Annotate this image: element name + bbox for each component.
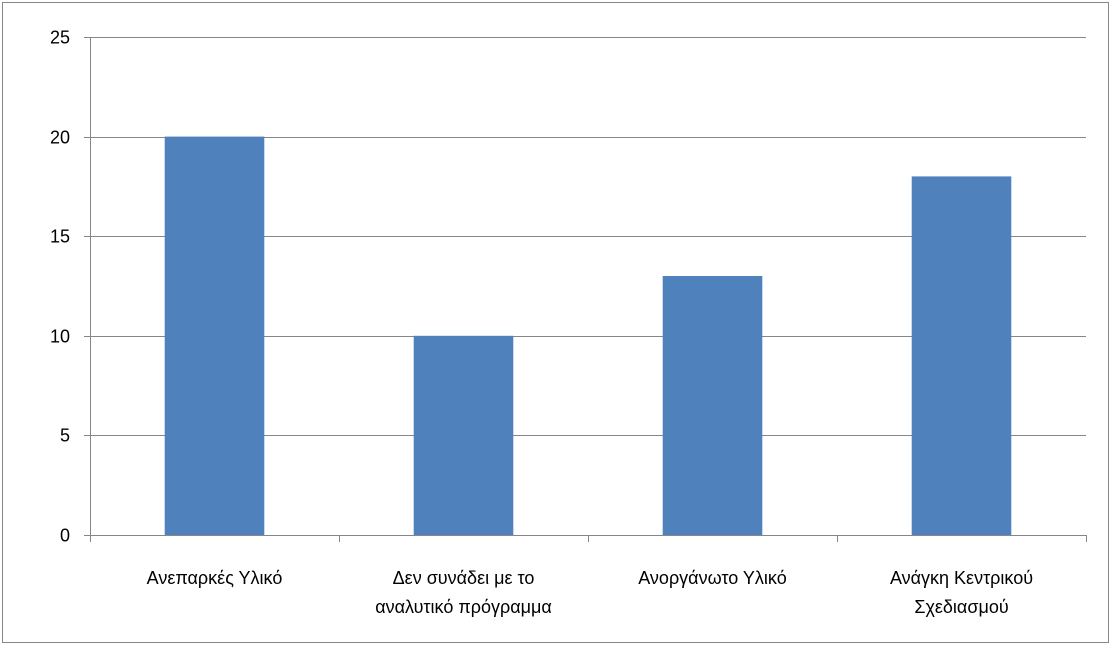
y-tick-label: 10 (50, 327, 70, 347)
x-category-label: Ανεπαρκές Υλικό (147, 568, 283, 588)
y-tick-label: 20 (50, 128, 70, 148)
x-category-label: Ανάγκη Κεντρικού Σχεδιασμού (890, 568, 1033, 617)
x-category-label-line: αναλυτικό πρόγραμμα (375, 597, 552, 617)
y-tick-label: 15 (50, 227, 70, 247)
bar (662, 276, 763, 535)
x-category-label-line: Ανάγκη Κεντρικού (890, 568, 1033, 588)
x-category-label-line: Σχεδιασμού (914, 597, 1008, 617)
y-tick-label: 0 (60, 526, 70, 546)
x-category-label: Ανοργάνωτο Υλικό (638, 568, 786, 588)
y-tick-label: 5 (60, 426, 70, 446)
x-category-label: Δεν συνάδει με το αναλυτικό πρόγραμμα (375, 568, 552, 617)
axes (84, 37, 1087, 542)
bar (413, 335, 514, 535)
bar (911, 176, 1012, 535)
y-tick-labels: 0 5 10 15 20 25 (50, 28, 70, 546)
x-category-label-line: Δεν συνάδει με το (393, 568, 535, 588)
x-category-label-line: Ανοργάνωτο Υλικό (638, 568, 786, 588)
bars (164, 136, 1012, 535)
x-category-label-line: Ανεπαρκές Υλικό (147, 568, 283, 588)
y-tick-label: 25 (50, 28, 70, 48)
bar (164, 136, 265, 535)
x-category-labels: Ανεπαρκές Υλικό Δεν συνάδει με το αναλυτικ… (147, 568, 1033, 617)
